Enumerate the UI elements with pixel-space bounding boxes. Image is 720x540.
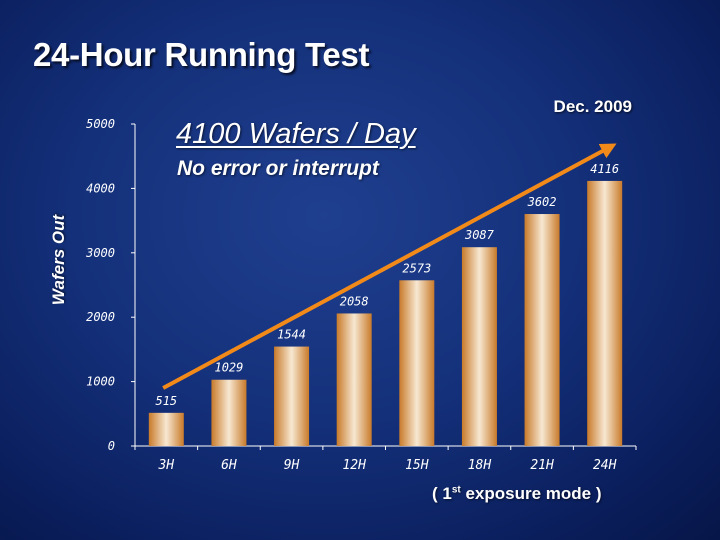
bar	[336, 313, 372, 446]
data-label: 2058	[340, 294, 369, 308]
y-tick-label: 0	[108, 439, 115, 453]
y-axis: 0 1000 2000 3000 4000 5000	[85, 117, 136, 453]
exposure-note-post: exposure mode )	[460, 484, 602, 503]
bar	[524, 214, 560, 446]
y-tick-label: 2000	[86, 310, 115, 324]
x-tick-label: 12H	[342, 458, 366, 473]
headline-text: 4100 Wafers / Day	[176, 118, 416, 150]
y-tick-label: 3000	[85, 246, 115, 260]
x-tick-label: 15H	[405, 458, 429, 473]
bar	[587, 180, 623, 446]
date-label: Dec. 2009	[553, 97, 632, 116]
data-label: 1029	[214, 361, 243, 375]
x-tick-label: 3H	[157, 458, 174, 473]
exposure-note-pre: ( 1	[432, 484, 452, 503]
bar	[274, 346, 310, 446]
x-tick-label: 24H	[593, 458, 617, 473]
bar	[148, 412, 184, 446]
data-label: 3602	[527, 195, 557, 209]
x-tick-label: 9H	[284, 458, 300, 473]
exposure-note-sup: st	[451, 484, 461, 496]
slide-title: 24-Hour Running Test	[33, 36, 370, 73]
data-label: 3087	[464, 228, 495, 242]
data-label: 515	[155, 394, 177, 408]
x-tick-label: 21H	[530, 458, 554, 473]
subline-text: No error or interrupt	[177, 157, 379, 180]
data-labels: 515 1029 1544 2058 2573 3087 3602 4116	[155, 162, 619, 408]
x-tick-label: 6H	[221, 458, 237, 473]
trend-arrow-line	[162, 143, 617, 390]
y-tick-label: 1000	[86, 375, 115, 389]
x-tick-label: 18H	[468, 458, 492, 473]
bar	[461, 247, 497, 446]
trend-arrow	[162, 143, 617, 390]
data-label: 4116	[590, 162, 619, 176]
exposure-mode-note: ( 1st exposure mode )	[432, 484, 602, 504]
bar	[399, 280, 435, 446]
bar	[211, 379, 247, 446]
y-tick-label: 5000	[86, 117, 115, 131]
y-tick-label: 4000	[86, 181, 115, 195]
x-axis: 3H 6H 9H 12H 15H 18H 21H 24H	[134, 445, 637, 473]
data-label: 2573	[402, 261, 431, 275]
data-label: 1544	[277, 328, 306, 342]
bars	[148, 180, 623, 446]
